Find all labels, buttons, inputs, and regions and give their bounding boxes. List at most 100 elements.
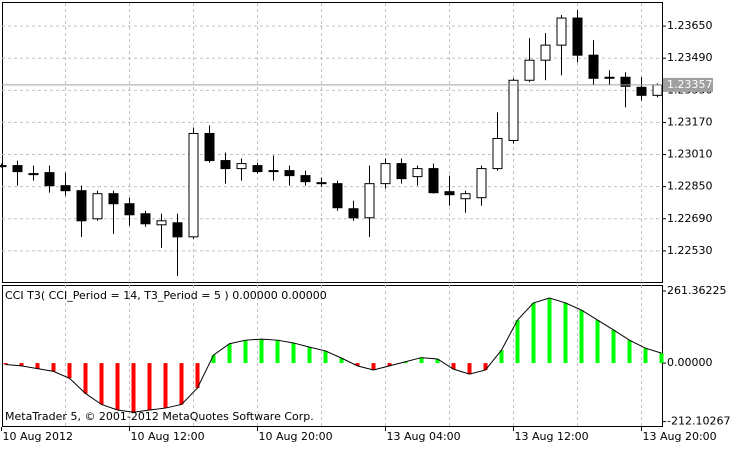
candle-body [572,17,583,56]
candle-body [412,168,423,178]
x-tick-label: 13 Aug 12:00 [515,430,589,443]
histogram-bar [451,363,456,370]
candle-body [156,220,167,226]
candle-body [172,222,183,238]
histogram-bar [627,340,632,364]
histogram-bar [131,363,136,413]
candle-body [348,208,359,219]
candle-body [76,190,87,222]
candle-body [476,168,487,199]
candle-body [300,175,311,183]
candle-body [444,191,455,196]
y-tick-label: 1.23170 [667,115,713,128]
candle-body [44,172,55,187]
indicator-title: CCI T3( CCI_Period = 14, T3_Period = 5 )… [5,289,327,302]
histogram-bar [147,363,152,410]
histogram-bar [643,348,648,364]
candle-body [220,160,231,170]
candle-body [332,183,343,209]
histogram-bar [195,363,200,388]
histogram-bar [323,350,328,364]
bid-label: 1.23357 [667,78,713,91]
candle-body [588,54,599,79]
histogram-bar [387,363,392,366]
histogram-bar [611,329,616,364]
histogram-bar [35,363,40,369]
histogram-bar [483,363,488,370]
histogram-bar [163,363,168,409]
x-tick-label: 10 Aug 20:00 [259,430,333,443]
histogram-bar [467,363,472,375]
histogram-bar [499,350,504,364]
candle-body [28,173,39,176]
histogram-bar [51,363,56,372]
histogram-bar [291,342,296,364]
histogram-bar [339,358,344,364]
candle-body [60,185,71,192]
x-tick-label: 13 Aug 04:00 [387,430,461,443]
candle-body [620,76,631,87]
y-tick-label: 1.23650 [667,19,713,32]
histogram-bar [403,361,408,364]
histogram-bar [227,343,232,364]
histogram-bar [275,340,280,364]
y-tick-label: 0.00000 [667,356,713,369]
histogram-bar [595,320,600,364]
histogram-bar [579,310,584,364]
candle-body [364,183,375,219]
candle-body [0,165,7,168]
candle-body [140,213,151,225]
candle-body [188,132,199,238]
y-tick-label: 1.22690 [667,212,713,225]
candle-body [124,203,135,216]
histogram-bar [419,357,424,364]
y-tick-label: 1.22530 [667,244,713,257]
histogram-bar [99,363,104,405]
histogram-bar [3,363,8,365]
candle-body [428,168,439,194]
histogram-bar [355,363,360,366]
histogram-bar [531,302,536,364]
candle-body [284,170,295,177]
histogram-bar [179,363,184,405]
candle-body [524,59,535,81]
histogram-bar [67,363,72,379]
y-tick-label: 1.23010 [667,148,713,161]
y-tick-label: -212.10267 [667,415,730,428]
candle-body [252,165,263,173]
histogram-bar [563,302,568,364]
candle-body [108,193,119,205]
candle-body [268,170,279,173]
candle-body [636,86,647,96]
histogram-bar [243,340,248,364]
candle-body [12,165,23,173]
histogram-bar [435,358,440,364]
histogram-bar [19,363,24,366]
candle-body [236,163,247,170]
candle-body [316,182,327,185]
histogram-bar [515,320,520,364]
candle-body [204,132,215,162]
histogram-bar [115,363,120,410]
histogram-bar [371,363,376,370]
histogram-bar [307,347,312,364]
copyright: MetaTrader 5, © 2001-2012 MetaQuotes Sof… [5,410,314,423]
main-panel [2,2,663,283]
histogram-bar [547,297,552,364]
candle-body [460,193,471,200]
y-tick-label: 261.36225 [667,284,727,297]
candle-body [492,137,503,170]
candle-body [92,193,103,220]
histogram-bar [259,339,264,364]
candle-body [556,17,567,46]
y-tick-label: 1.22850 [667,180,713,193]
candle-body [508,79,519,141]
histogram-bar [659,353,664,364]
indicator-line [5,297,662,413]
histogram-bar [211,355,216,364]
candle-body [604,76,615,79]
candle-body [396,163,407,180]
x-tick-label: 10 Aug 12:00 [131,430,205,443]
bid-label-box [663,77,713,92]
